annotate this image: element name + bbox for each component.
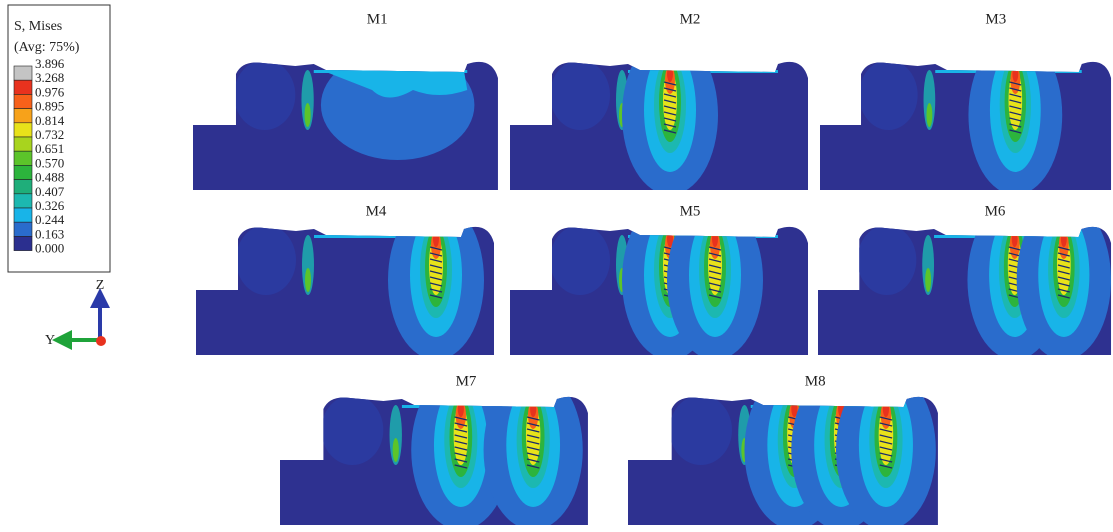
top-edge	[314, 70, 468, 73]
contour	[550, 225, 610, 295]
contour	[712, 231, 718, 247]
contour	[236, 225, 296, 295]
contour	[305, 103, 311, 127]
legend-label: 0.000	[35, 241, 64, 256]
y-axis-label: Y	[45, 333, 55, 348]
panel-label: M3	[985, 11, 1006, 27]
legend-swatch	[14, 94, 32, 108]
legend-label: 0.407	[35, 184, 65, 199]
contour	[1061, 231, 1067, 247]
stress-panel	[510, 200, 808, 360]
legend: 3.8963.2680.9760.8950.8140.7320.6510.570…	[14, 56, 65, 256]
stress-panel	[280, 370, 588, 527]
contour	[926, 103, 932, 127]
stress-panel	[196, 200, 494, 360]
legend-label: 0.244	[35, 212, 65, 227]
panel-label: M4	[366, 203, 387, 219]
legend-swatch	[14, 222, 32, 236]
legend-label: 0.895	[35, 99, 64, 114]
legend-title: S, Mises	[14, 19, 62, 34]
contour	[667, 66, 673, 82]
contour	[670, 395, 732, 465]
contour	[234, 60, 295, 130]
contour	[1012, 231, 1018, 247]
legend-swatch	[14, 151, 32, 165]
stress-panel	[818, 200, 1111, 360]
contour	[305, 268, 311, 292]
panel-label: M2	[680, 11, 701, 27]
legend-swatch	[14, 194, 32, 208]
legend-label: 0.732	[35, 127, 64, 142]
stress-panel	[510, 35, 808, 195]
stress-panel	[628, 370, 938, 527]
panel-label: M7	[456, 373, 477, 389]
legend-label: 0.570	[35, 155, 64, 170]
contour	[550, 60, 610, 130]
figure: S, Mises (Avg: 75%) 3.8963.2680.9760.895…	[0, 0, 1113, 527]
legend-label: 0.488	[35, 170, 64, 185]
panels: M1 M2 M3 M4 M5 M6 M7 M8	[193, 11, 1111, 527]
stress-panel	[193, 50, 498, 190]
legend-label: 3.268	[35, 70, 64, 85]
legend-label: 0.651	[35, 141, 64, 156]
legend-swatch	[14, 137, 32, 151]
legend-swatch	[14, 165, 32, 179]
legend-swatch	[14, 236, 32, 250]
contour	[925, 268, 931, 292]
contour	[1012, 66, 1018, 82]
contour	[393, 438, 399, 462]
contour	[530, 401, 536, 417]
legend-swatch	[14, 123, 32, 137]
panel-label: M5	[680, 203, 701, 219]
z-axis-label: Z	[96, 278, 105, 293]
contour	[857, 225, 916, 295]
contour	[321, 395, 383, 465]
legend-label: 0.976	[35, 84, 65, 99]
legend-swatch	[14, 109, 32, 123]
contour	[458, 401, 464, 417]
legend-label: 0.814	[35, 113, 65, 128]
panel-label: M8	[805, 373, 826, 389]
panel-label: M1	[367, 11, 388, 27]
legend-swatch	[14, 208, 32, 222]
panel-label: M6	[985, 203, 1006, 219]
legend-swatch	[14, 80, 32, 94]
contour	[883, 401, 889, 417]
contour	[321, 50, 475, 160]
legend-swatch	[14, 66, 32, 80]
legend-swatch	[14, 180, 32, 194]
legend-subtitle: (Avg: 75%)	[14, 40, 80, 55]
contour	[859, 60, 918, 130]
legend-label: 0.163	[35, 226, 64, 241]
contour	[433, 231, 439, 247]
x-axis-dot	[96, 336, 106, 346]
legend-label: 3.896	[35, 56, 65, 71]
stress-panel	[820, 35, 1111, 195]
legend-label: 0.326	[35, 198, 65, 213]
